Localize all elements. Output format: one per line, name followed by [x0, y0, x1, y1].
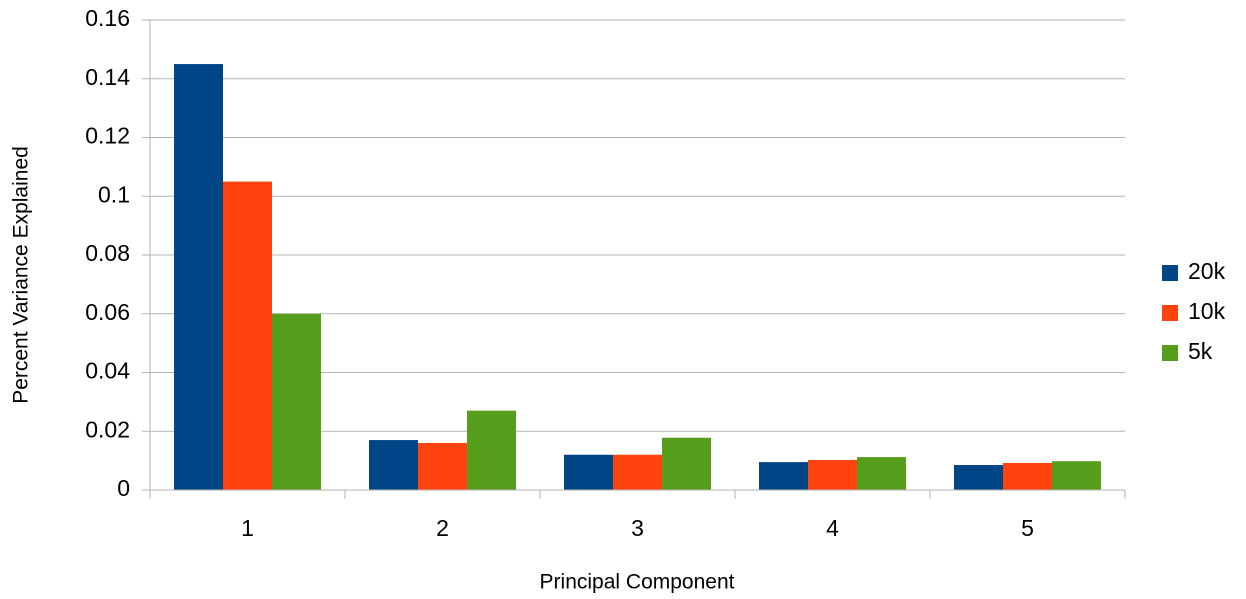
- x-tick-label: 4: [826, 515, 839, 541]
- x-tick-label: 1: [241, 515, 254, 541]
- legend-swatch: [1162, 345, 1178, 361]
- bar: [1052, 461, 1101, 490]
- bar: [223, 181, 272, 490]
- legend-label: 20k: [1188, 258, 1226, 284]
- legend-label: 10k: [1188, 298, 1226, 324]
- y-tick-label: 0.14: [85, 64, 130, 90]
- bar: [759, 462, 808, 490]
- x-tick-label: 5: [1021, 515, 1034, 541]
- y-tick-label: 0.02: [85, 416, 130, 442]
- bar: [418, 443, 467, 490]
- bar: [857, 457, 906, 490]
- bar: [1003, 462, 1052, 490]
- legend-swatch: [1162, 265, 1178, 281]
- bar: [467, 410, 516, 490]
- bar: [272, 313, 321, 490]
- bar: [369, 440, 418, 490]
- bar: [613, 454, 662, 490]
- bar: [808, 460, 857, 490]
- x-tick-label: 3: [631, 515, 644, 541]
- legend-swatch: [1162, 305, 1178, 321]
- y-tick-label: 0.08: [85, 240, 130, 266]
- bar: [564, 454, 613, 490]
- x-tick-label: 2: [436, 515, 449, 541]
- y-axis-label: Percent Variance Explained: [10, 146, 33, 404]
- x-axis-label: Principal Component: [540, 571, 735, 594]
- y-tick-label: 0: [117, 475, 130, 501]
- bar: [662, 437, 711, 490]
- bar: [954, 465, 1003, 490]
- y-tick-label: 0.12: [85, 123, 130, 149]
- y-tick-label: 0.1: [98, 181, 130, 207]
- legend-label: 5k: [1188, 338, 1213, 364]
- y-tick-label: 0.04: [85, 358, 130, 384]
- y-tick-label: 0.06: [85, 299, 130, 325]
- bar: [174, 64, 223, 490]
- y-tick-label: 0.16: [85, 5, 130, 31]
